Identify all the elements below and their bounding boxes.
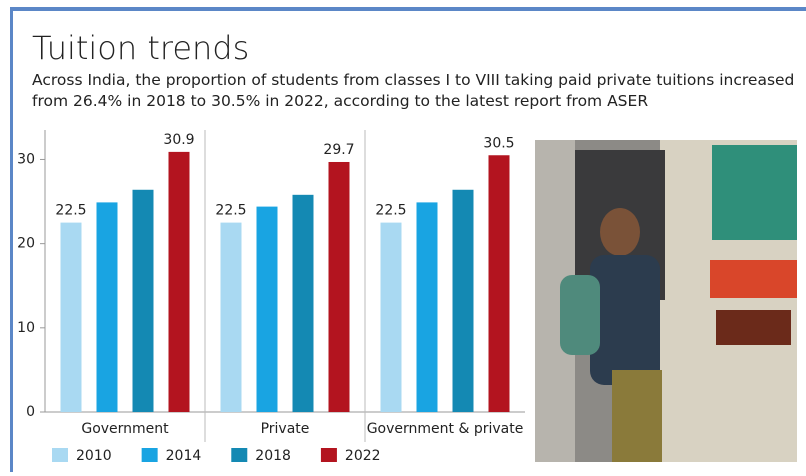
legend-label: 2010 <box>76 448 112 464</box>
y-tick-label: 30 <box>17 151 35 167</box>
x-tick-label: Private <box>261 421 310 437</box>
value-label: 22.5 <box>55 203 86 219</box>
bar <box>292 194 314 412</box>
value-label: 30.5 <box>483 135 514 151</box>
left-rule <box>10 7 13 472</box>
bus-panel <box>712 145 797 240</box>
top-rule <box>10 7 806 11</box>
x-tick-label: Government <box>81 421 169 437</box>
bar <box>452 189 474 412</box>
person-head <box>600 208 640 256</box>
x-tick-label: Government & private <box>367 421 524 437</box>
legend-swatch <box>52 448 68 462</box>
person-legs <box>612 370 662 462</box>
bar <box>132 189 154 412</box>
bar <box>328 161 350 412</box>
legend-label: 2022 <box>345 448 381 464</box>
bar <box>96 202 118 412</box>
person-body <box>590 255 660 385</box>
value-label: 29.7 <box>323 142 354 158</box>
bus-light <box>716 310 791 345</box>
chart-subtitle: Across India, the proportion of students… <box>32 71 795 110</box>
value-label: 22.5 <box>215 203 246 219</box>
bar <box>488 155 510 413</box>
bar <box>416 202 438 412</box>
person-backpack <box>560 275 600 355</box>
legend-label: 2014 <box>166 448 202 464</box>
legend-label: 2018 <box>255 448 291 464</box>
bar <box>168 151 190 412</box>
y-tick-label: 0 <box>26 404 35 420</box>
value-label: 22.5 <box>375 203 406 219</box>
plot-area: 0 10 20 30 Government 22.5 30.9 Private 22.5 29.7… <box>17 130 525 464</box>
subtitle-box: Across India, the proportion of students… <box>32 71 795 110</box>
legend-swatch <box>320 448 337 462</box>
bar <box>220 222 242 412</box>
legend-swatch <box>231 448 248 462</box>
bar <box>60 222 82 412</box>
chart-title: Tuition trends <box>32 29 249 67</box>
legend-swatch <box>141 448 158 462</box>
bar <box>256 206 278 412</box>
bar <box>380 222 402 412</box>
bus-stripe <box>710 260 797 298</box>
y-tick-label: 20 <box>17 236 35 252</box>
value-label: 30.9 <box>163 132 194 148</box>
y-tick-label: 10 <box>17 320 35 336</box>
photo <box>535 140 797 462</box>
